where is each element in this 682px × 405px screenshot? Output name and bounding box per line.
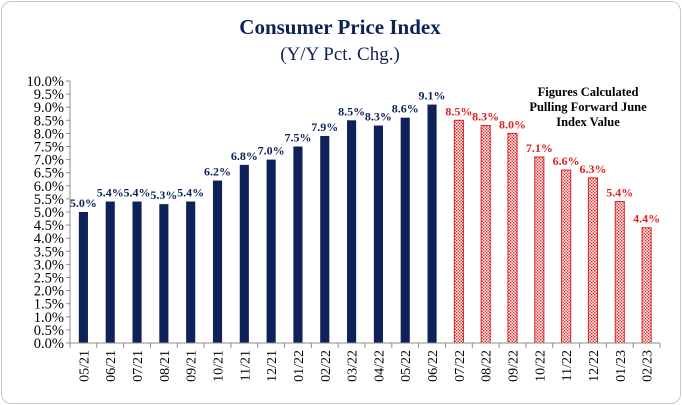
x-tick-label: 08/21 (158, 350, 173, 382)
data-label: 6.6% (553, 154, 580, 168)
y-tick-label: 2.0% (34, 284, 64, 300)
projected-bar (453, 119, 464, 344)
x-tick-label: 05/21 (77, 350, 92, 382)
data-label: 7.5% (284, 131, 311, 145)
x-tick-label: 12/21 (265, 350, 280, 382)
y-tick-label: 7.5% (34, 140, 64, 156)
actual-bar (266, 159, 276, 343)
y-tick-label: 0.5% (34, 323, 64, 339)
projected-bar (480, 125, 491, 344)
actual-bar (132, 201, 142, 343)
actual-bar (159, 204, 169, 343)
y-axis: 0.0%0.5%1.0%1.5%2.0%2.5%3.0%3.5%4.0%4.5%… (27, 74, 71, 352)
y-tick-label: 8.0% (34, 126, 64, 142)
actual-bar (400, 117, 410, 344)
actual-bar (186, 201, 196, 343)
x-tick-label: 03/22 (346, 350, 361, 382)
y-tick-label: 3.0% (34, 257, 64, 273)
data-label: 8.5% (338, 104, 365, 118)
x-tick-label: 02/23 (641, 350, 656, 382)
data-label: 6.8% (231, 149, 258, 163)
x-tick-label: 01/23 (614, 350, 629, 382)
data-label: 5.3% (150, 188, 177, 202)
bars: 5.0%5.4% 5.4% 5.3% 5.4%6.2%6.8% 7.0%7.5%7.9%… (70, 89, 660, 344)
x-tick-label: 04/22 (372, 350, 387, 382)
x-tick-label: 02/22 (319, 350, 334, 382)
x-tick-label: 09/22 (507, 350, 522, 382)
projected-bar (641, 227, 652, 344)
x-tick-label: 07/22 (453, 350, 468, 382)
data-label: 8.3% (472, 110, 499, 124)
y-tick-label: 9.5% (34, 87, 64, 103)
projected-bar (534, 156, 545, 344)
x-tick-label: 06/22 (426, 350, 441, 382)
data-label: 5.4% (97, 186, 124, 200)
data-label: 8.5% (445, 104, 472, 118)
data-label: 8.3% (365, 110, 392, 124)
actual-bar (105, 201, 115, 343)
x-axis: 05/21 06/21 07/21 08/21 09/21 10/21 11/21 12/21… (69, 342, 661, 382)
projected-bar (507, 132, 518, 344)
annotation-line: Index Value (556, 115, 620, 129)
x-tick-label: 11/22 (560, 350, 575, 381)
data-label: 6.3% (579, 162, 606, 176)
x-tick-label: 06/21 (104, 350, 119, 382)
y-tick-label: 6.0% (34, 179, 64, 195)
data-label: 9.1% (419, 89, 446, 103)
y-tick-label: 5.0% (34, 205, 64, 221)
annotation-line: Pulling Forward June (529, 100, 647, 114)
x-tick-label: 08/22 (480, 350, 495, 382)
x-tick-label: 09/21 (185, 350, 200, 382)
y-tick-label: 4.0% (34, 231, 64, 247)
y-tick-label: 5.5% (34, 192, 64, 208)
actual-bar (239, 164, 249, 343)
actual-bar (347, 120, 357, 343)
x-tick-label: 01/22 (292, 350, 307, 382)
actual-bar (320, 136, 330, 343)
annotation: Figures Calculated Pulling Forward June … (529, 85, 647, 129)
chart-title: Consumer Price Index (239, 15, 441, 39)
x-tick-label: 05/22 (399, 350, 414, 382)
data-label: 5.4% (124, 186, 151, 200)
data-label: 7.1% (526, 141, 553, 155)
actual-bar (427, 104, 437, 343)
y-tick-label: 6.5% (34, 166, 64, 182)
data-label: 4.4% (633, 212, 660, 226)
y-tick-label: 7.0% (34, 153, 64, 169)
x-tick-label: 12/22 (587, 350, 602, 382)
y-tick-label: 9.0% (34, 100, 64, 116)
y-tick-label: 1.5% (34, 297, 64, 313)
data-label: 6.2% (204, 165, 231, 179)
projected-bar (614, 201, 625, 344)
actual-bar (293, 146, 303, 343)
y-tick-label: 3.5% (34, 244, 64, 260)
y-tick-label: 4.5% (34, 218, 64, 234)
data-label: 7.9% (311, 120, 338, 134)
y-tick-label: 8.5% (34, 113, 64, 129)
actual-bar (212, 180, 223, 343)
actual-bar (78, 212, 88, 343)
annotation-line: Figures Calculated (538, 85, 639, 99)
y-tick-label: 10.0% (27, 74, 64, 90)
x-tick-label: 11/21 (238, 350, 253, 381)
data-label: 8.0% (499, 117, 526, 131)
data-label: 5.0% (70, 196, 97, 210)
projected-bar (561, 169, 572, 344)
data-label: 8.6% (392, 102, 419, 116)
data-label: 7.0% (258, 144, 285, 158)
x-tick-label: 10/21 (212, 350, 227, 382)
y-tick-label: 1.0% (34, 310, 64, 326)
chart-subtitle: (Y/Y Pct. Chg.) (280, 44, 400, 65)
actual-bar (373, 125, 383, 343)
y-tick-label: 2.5% (34, 271, 64, 287)
y-tick-label: 0.0% (34, 336, 64, 352)
data-label: 5.4% (177, 186, 204, 200)
x-tick-label: 07/21 (131, 350, 146, 382)
projected-bar (587, 177, 599, 344)
data-label: 5.4% (606, 186, 633, 200)
x-tick-label: 10/22 (533, 350, 548, 382)
